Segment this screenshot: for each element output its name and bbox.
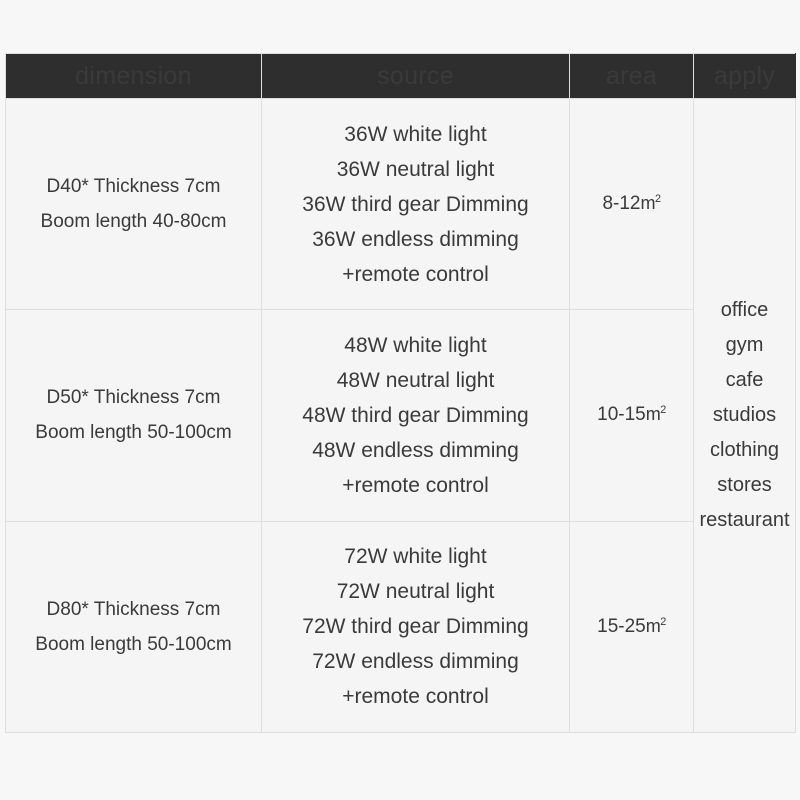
source-line-4: 36W endless dimming <box>312 227 519 251</box>
area-unit-icon: m2 <box>645 615 667 636</box>
table-body: D40* Thickness 7cm Boom length 40-80cm 3… <box>5 97 796 734</box>
specification-table-container: dimension source area apply D40* Thickne… <box>5 53 796 734</box>
apply-line-6: stores <box>717 474 772 496</box>
source-line-4: 72W endless dimming <box>312 650 519 674</box>
product-specification-table: dimension source area apply D40* Thickne… <box>5 53 796 734</box>
column-header-area: area <box>569 53 694 99</box>
dimension-line-2: Boom length 40-80cm <box>40 211 227 233</box>
source-line-4: 48W endless dimming <box>312 438 519 462</box>
area-unit-icon: m2 <box>640 193 661 214</box>
cell-source: 48W white light 48W neutral light 48W th… <box>261 309 570 522</box>
source-line-1: 72W white light <box>344 545 487 569</box>
apply-line-4: studios <box>712 404 777 426</box>
cell-area: 8-12m2 <box>569 97 694 311</box>
apply-line-2: gym <box>725 334 764 356</box>
area-range: 10-15 <box>597 404 646 426</box>
table-row: D50* Thickness 7cm Boom length 50-100cm … <box>5 309 796 522</box>
apply-line-1: office <box>720 299 769 321</box>
table-row: D40* Thickness 7cm Boom length 40-80cm 3… <box>5 97 796 733</box>
source-line-1: 36W white light <box>344 122 487 146</box>
dimension-line-2: Boom length 50-100cm <box>35 633 232 655</box>
apply-line-7: restaurant <box>699 509 790 531</box>
column-header-source: source <box>261 53 570 99</box>
area-range: 8-12 <box>602 193 641 215</box>
area-range: 15-25 <box>597 615 646 637</box>
source-line-5: +remote control <box>342 685 489 709</box>
cell-dimension: D80* Thickness 7cm Boom length 50-100cm <box>5 520 262 734</box>
cell-dimension: D40* Thickness 7cm Boom length 40-80cm <box>5 97 262 311</box>
column-header-dimension: dimension <box>5 53 262 99</box>
cell-area: 15-25m2 <box>569 520 694 734</box>
cell-source: 36W white light 36W neutral light 36W th… <box>261 97 570 311</box>
source-line-5: +remote control <box>342 262 489 286</box>
source-line-2: 48W neutral light <box>336 368 495 392</box>
table-row: D80* Thickness 7cm Boom length 50-100cm … <box>5 520 796 734</box>
apply-line-3: cafe <box>725 369 764 391</box>
dimension-line-1: D50* Thickness 7cm <box>46 387 221 409</box>
source-line-2: 72W neutral light <box>336 580 495 604</box>
dimension-line-1: D40* Thickness 7cm <box>46 176 221 198</box>
source-line-5: +remote control <box>342 473 489 497</box>
apply-line-5: clothing <box>710 439 779 461</box>
cell-dimension: D50* Thickness 7cm Boom length 50-100cm <box>5 309 262 522</box>
table-header: dimension source area apply <box>5 53 796 99</box>
source-line-3: 48W third gear Dimming <box>302 403 529 427</box>
cell-apply-merged: office gym cafe studios clothing stores … <box>693 98 796 733</box>
cell-source: 72W white light 72W neutral light 72W th… <box>261 520 570 734</box>
area-unit-icon: m2 <box>645 404 667 425</box>
dimension-line-1: D80* Thickness 7cm <box>46 598 221 620</box>
column-header-apply: apply <box>693 53 796 99</box>
dimension-line-2: Boom length 50-100cm <box>35 422 232 444</box>
source-line-2: 36W neutral light <box>336 157 495 181</box>
cell-area: 10-15m2 <box>569 309 694 522</box>
source-line-3: 36W third gear Dimming <box>302 192 529 216</box>
source-line-3: 72W third gear Dimming <box>302 615 529 639</box>
source-line-1: 48W white light <box>344 333 487 357</box>
header-row: dimension source area apply <box>5 53 796 99</box>
